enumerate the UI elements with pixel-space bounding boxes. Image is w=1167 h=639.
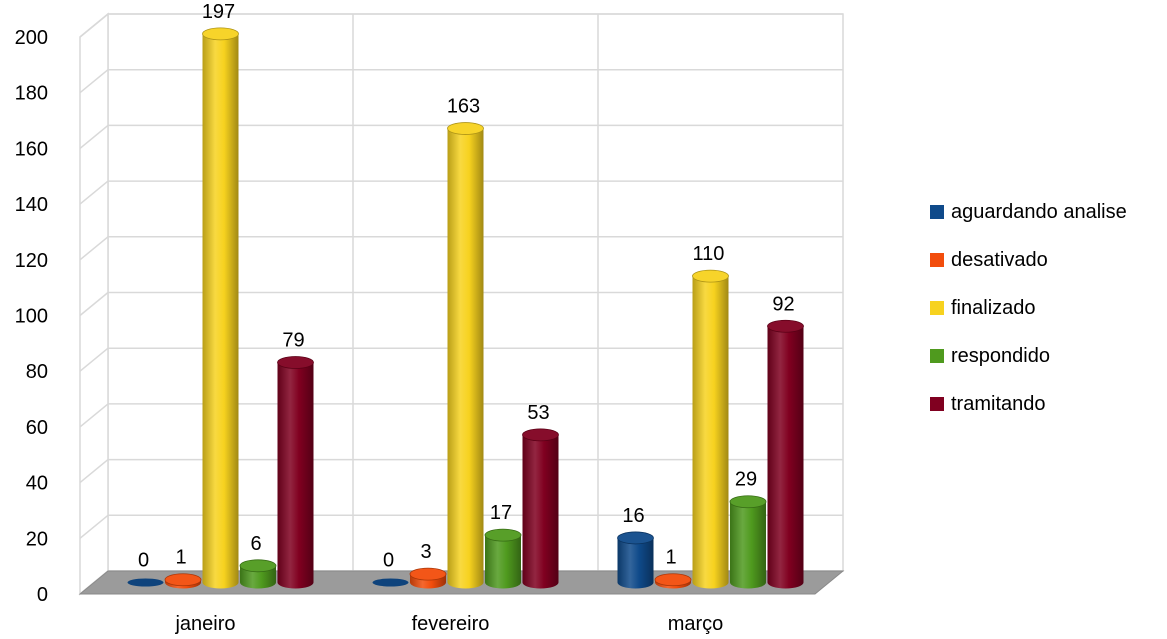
legend: aguardando analise desativado finalizado re… xyxy=(930,200,1127,440)
bar xyxy=(127,578,164,587)
data-label: 110 xyxy=(693,243,725,265)
gridline-side xyxy=(79,347,109,372)
data-label: 6 xyxy=(250,533,261,555)
legend-label: respondido xyxy=(951,344,1050,367)
x-tick-label: fevereiro xyxy=(412,613,490,635)
legend-item: finalizado xyxy=(930,296,1127,320)
data-label: 197 xyxy=(202,1,235,23)
y-tick-label: 0 xyxy=(37,584,48,606)
gridline-side xyxy=(79,236,109,261)
y-tick-label: 100 xyxy=(15,306,48,328)
data-label: 53 xyxy=(527,402,549,424)
legend-label: aguardando analise xyxy=(951,200,1127,223)
legend-item: tramitando xyxy=(930,392,1127,416)
x-tick-label: março xyxy=(668,613,724,635)
y-tick-label: 140 xyxy=(15,194,48,216)
legend-item: desativado xyxy=(930,248,1127,272)
legend-swatch xyxy=(930,301,944,315)
y-tick-label: 200 xyxy=(15,27,48,49)
y-tick-label: 80 xyxy=(26,361,48,383)
legend-label: finalizado xyxy=(951,296,1036,319)
y-tick-label: 160 xyxy=(15,138,48,160)
gridline-side xyxy=(79,124,109,149)
data-label: 3 xyxy=(420,541,431,563)
data-label: 79 xyxy=(282,329,304,351)
data-label: 17 xyxy=(490,502,512,524)
legend-label: desativado xyxy=(951,248,1048,271)
x-axis: janeiro fevereiro março xyxy=(174,613,723,635)
bar xyxy=(447,122,484,589)
gridline-side xyxy=(79,403,109,428)
legend-swatch xyxy=(930,349,944,363)
data-label: 0 xyxy=(383,550,394,572)
data-label: 0 xyxy=(138,550,149,572)
legend-label: tramitando xyxy=(951,392,1046,415)
gridline-side xyxy=(79,13,109,38)
y-tick-label: 40 xyxy=(26,473,48,495)
gridline-side xyxy=(79,459,109,484)
bar xyxy=(409,567,447,589)
bar xyxy=(484,528,522,589)
legend-swatch xyxy=(930,253,944,267)
data-label: 1 xyxy=(175,547,186,569)
bar xyxy=(617,531,654,589)
bar xyxy=(239,559,277,589)
y-tick-label: 120 xyxy=(15,250,48,272)
data-label: 16 xyxy=(622,505,644,527)
bar xyxy=(372,578,409,587)
bar xyxy=(729,495,767,589)
gridline-side xyxy=(79,514,109,539)
data-label: 1 xyxy=(665,547,676,569)
gridline-side xyxy=(79,180,109,205)
gridline-side xyxy=(79,291,109,317)
y-tick-label: 60 xyxy=(26,417,48,439)
bar xyxy=(767,319,804,589)
bar xyxy=(164,573,202,589)
bar xyxy=(692,269,729,589)
data-label: 163 xyxy=(447,96,480,118)
legend-swatch xyxy=(930,397,944,411)
data-label: 29 xyxy=(735,469,757,491)
bar xyxy=(277,356,314,589)
bar xyxy=(202,27,239,589)
legend-item: aguardando analise xyxy=(930,200,1127,224)
data-labels: 0 1 197 6 79 0 3 163 17 53 16 1 110 29 92 xyxy=(138,1,795,572)
y-tick-label: 20 xyxy=(26,528,48,550)
y-tick-label: 180 xyxy=(15,83,48,105)
legend-swatch xyxy=(930,205,944,219)
bars xyxy=(127,27,804,589)
gridline-side xyxy=(79,69,109,94)
bar xyxy=(522,428,559,589)
legend-item: respondido xyxy=(930,344,1127,368)
data-label: 92 xyxy=(772,293,794,315)
y-axis: 0 20 40 60 80 100 120 140 160 180 200 xyxy=(15,27,48,606)
bar xyxy=(654,573,692,589)
x-tick-label: janeiro xyxy=(174,613,235,635)
